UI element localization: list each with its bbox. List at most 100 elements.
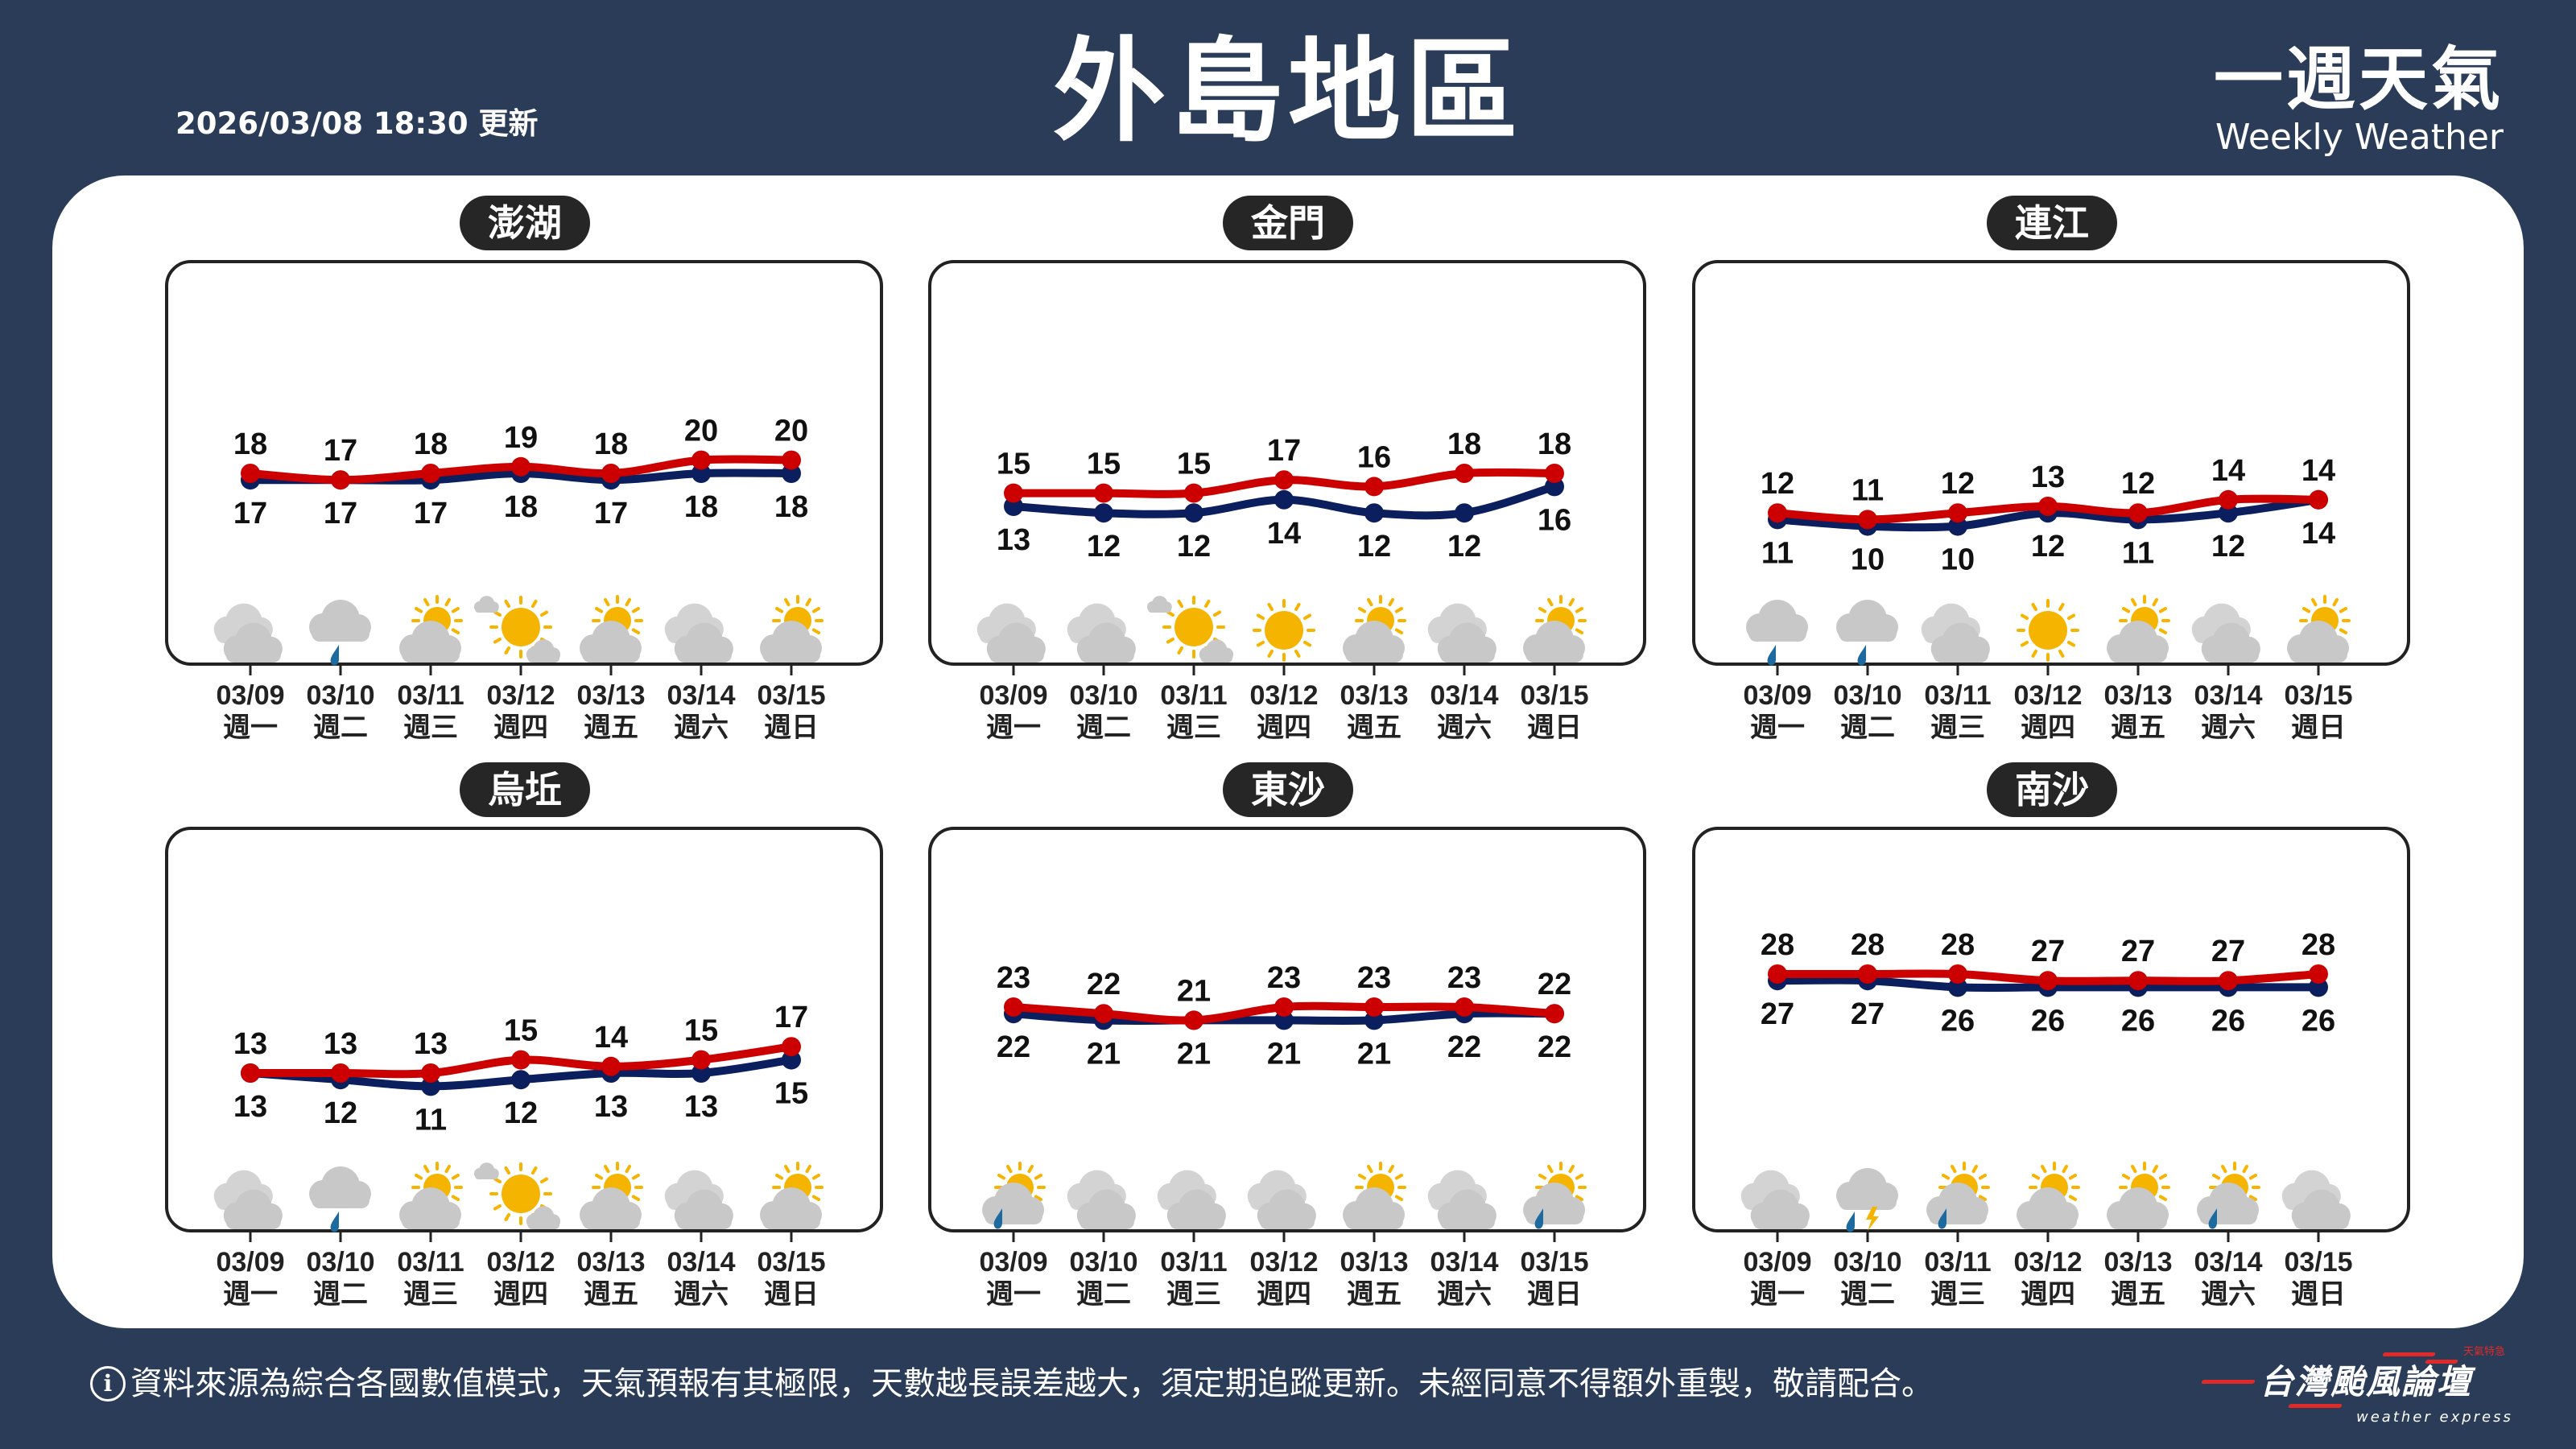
date-label: 03/13 xyxy=(1340,680,1408,711)
chart-frame xyxy=(928,827,1646,1232)
high-temp-point xyxy=(1004,997,1023,1017)
low-temp-point xyxy=(1274,1010,1294,1030)
low-temp-point xyxy=(1184,503,1203,523)
low-temp-label: 12 xyxy=(504,1096,538,1130)
low-temp-point xyxy=(1274,489,1294,510)
low-temp-label: 11 xyxy=(415,1103,447,1137)
cloud-shape xyxy=(1750,1189,1810,1229)
high-temp-point xyxy=(1184,1010,1203,1030)
high-temp-label: 28 xyxy=(1941,928,1975,962)
date-label: 03/10 xyxy=(306,1247,374,1278)
weekday-label: 週六 xyxy=(1437,712,1492,744)
cloudy-icon xyxy=(1067,603,1136,663)
date-label: 03/14 xyxy=(1430,680,1498,711)
sunny-icon xyxy=(1253,599,1315,662)
weekday-label: 週二 xyxy=(313,712,368,744)
low-temp-label: 22 xyxy=(997,1030,1030,1064)
weekday-label: 週四 xyxy=(1257,712,1311,744)
high-temp-point xyxy=(1004,483,1023,503)
low-temp-label: 18 xyxy=(504,490,538,524)
high-temp-label: 11 xyxy=(1852,473,1884,507)
low-temp-label: 26 xyxy=(2211,1004,2245,1038)
weekday-label: 週五 xyxy=(1347,712,1402,744)
date-label: 03/09 xyxy=(216,1247,284,1278)
cloud-shape xyxy=(526,1206,561,1229)
cloud-shape xyxy=(2197,1183,2259,1224)
cloud-shape xyxy=(580,621,642,663)
low-temp-point xyxy=(782,1050,801,1070)
date-label: 03/09 xyxy=(1743,680,1811,711)
high-temp-label: 20 xyxy=(774,415,808,448)
date-label: 03/09 xyxy=(216,680,284,711)
low-temp-label: 16 xyxy=(1538,503,1571,537)
date-label: 03/15 xyxy=(1520,1247,1588,1278)
cloud-shape xyxy=(1836,600,1898,642)
high-temp-label: 15 xyxy=(1177,448,1211,481)
high-temp-point xyxy=(511,456,530,477)
high-temp-point xyxy=(2219,971,2238,991)
high-temp-label: 13 xyxy=(233,1027,267,1061)
low-temp-label: 22 xyxy=(1447,1030,1481,1064)
high-temp-point xyxy=(1094,483,1113,503)
raindrop-shape xyxy=(993,1208,1002,1229)
high-temp-label: 17 xyxy=(774,1001,808,1034)
high-temp-label: 28 xyxy=(1761,928,1794,962)
region-panel: 烏坵 03/09 週一 03/10 週二 03/11 週三 03/12 週四 03/13 週五 03/… xyxy=(165,762,883,1326)
region-label: 金門 xyxy=(1223,196,1353,250)
low-temp-point xyxy=(1948,977,1967,997)
high-temp-point xyxy=(1455,464,1474,483)
weekday-label: 週日 xyxy=(2291,1278,2346,1311)
sun-shape xyxy=(1162,596,1225,658)
date-label: 03/13 xyxy=(2103,1247,2172,1278)
cloud-shape xyxy=(2287,621,2349,663)
low-temp-label: 11 xyxy=(1761,536,1794,570)
cloud-shape xyxy=(399,621,461,663)
low-temp-label: 26 xyxy=(1941,1004,1975,1038)
cloud-shape xyxy=(1166,1189,1226,1229)
date-label: 03/11 xyxy=(1924,1247,1991,1278)
region-panel: 南沙 03/09 週一 03/10 週二 03/11 週三 03/12 週四 03/13 週五 03/… xyxy=(1692,762,2410,1326)
cloudy-icon xyxy=(664,603,733,663)
high-temp-point xyxy=(1274,470,1294,490)
high-temp-label: 17 xyxy=(1267,434,1301,468)
cloud-shape xyxy=(1076,622,1136,663)
high-temp-point xyxy=(601,1056,621,1076)
logo-stripe xyxy=(2382,1352,2436,1356)
weekday-label: 週二 xyxy=(1840,1278,1895,1311)
high-temp-label: 18 xyxy=(1538,427,1571,461)
high-temp-label: 13 xyxy=(2031,460,2065,494)
high-temp-point xyxy=(1948,964,1967,984)
region-panel: 澎湖 03/09 週一 03/10 週二 03/11 週三 03/12 週四 03/13 週五 03/… xyxy=(165,196,883,759)
low-temp-label: 26 xyxy=(2301,1004,2335,1038)
chart-frame xyxy=(1692,827,2410,1232)
date-label: 03/09 xyxy=(979,680,1047,711)
raindrop-shape xyxy=(330,1212,339,1232)
cloud-shape xyxy=(1746,600,1808,642)
cloudy-icon xyxy=(213,603,283,663)
high-temp-point xyxy=(1545,464,1564,483)
weekday-label: 週六 xyxy=(674,712,729,744)
chart-frame xyxy=(165,827,883,1232)
cloud-shape xyxy=(674,622,733,663)
high-temp-point xyxy=(331,1063,350,1083)
raindrop-shape xyxy=(330,645,339,666)
low-temp-point xyxy=(691,1063,711,1083)
weekday-label: 週一 xyxy=(1750,1278,1805,1311)
cloudy-icon xyxy=(2281,1170,2351,1229)
cloud-shape xyxy=(1343,1187,1405,1229)
cloud-shape xyxy=(580,1187,642,1229)
high-temp-label: 13 xyxy=(414,1027,448,1061)
raindrop-shape xyxy=(1857,645,1866,666)
high-temp-point xyxy=(241,1063,260,1083)
low-temp-label: 17 xyxy=(414,497,448,530)
weekday-label: 週五 xyxy=(1347,1278,1402,1311)
cloud-shape xyxy=(1076,1189,1136,1229)
cloud-shape xyxy=(760,1187,822,1229)
high-temp-point xyxy=(691,450,711,470)
region-panel: 東沙 03/09 週一 03/10 週二 03/11 週三 03/12 週四 03/13 週五 03/… xyxy=(928,762,1646,1326)
high-temp-label: 18 xyxy=(233,427,267,461)
weekday-label: 週六 xyxy=(1437,1278,1492,1311)
